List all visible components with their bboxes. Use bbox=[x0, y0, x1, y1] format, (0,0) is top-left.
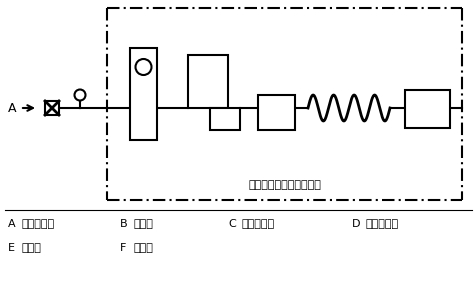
Bar bbox=[258, 95, 294, 130]
Text: A: A bbox=[8, 219, 16, 229]
Text: 検出器: 検出器 bbox=[134, 243, 154, 253]
Text: カラム: カラム bbox=[22, 243, 42, 253]
Text: 試料導入部: 試料導入部 bbox=[365, 219, 398, 229]
Text: 窒素ボンベ: 窒素ボンベ bbox=[22, 219, 55, 229]
Text: F: F bbox=[120, 243, 126, 253]
Text: A: A bbox=[8, 102, 17, 114]
Text: 流量計: 流量計 bbox=[134, 219, 154, 229]
Text: 流量調整弁: 流量調整弁 bbox=[241, 219, 275, 229]
Bar bbox=[188, 55, 228, 108]
Bar bbox=[130, 48, 157, 140]
Bar bbox=[209, 108, 239, 130]
Text: E: E bbox=[8, 243, 15, 253]
Text: C: C bbox=[228, 219, 235, 229]
Bar bbox=[45, 101, 59, 115]
Text: B: B bbox=[120, 219, 128, 229]
Text: D: D bbox=[351, 219, 360, 229]
Bar bbox=[404, 90, 449, 128]
Text: ガスクロマトグラフ本体: ガスクロマトグラフ本体 bbox=[248, 180, 321, 190]
